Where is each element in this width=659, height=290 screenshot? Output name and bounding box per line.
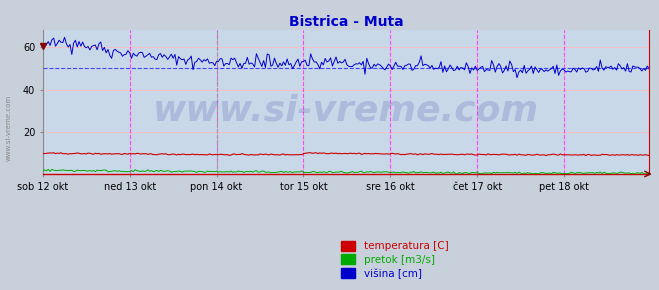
- Text: www.si-vreme.com: www.si-vreme.com: [153, 94, 539, 128]
- Text: www.si-vreme.com: www.si-vreme.com: [5, 95, 12, 161]
- Title: Bistrica - Muta: Bistrica - Muta: [289, 15, 403, 29]
- Legend: temperatura [C], pretok [m3/s], višina [cm]: temperatura [C], pretok [m3/s], višina […: [337, 237, 453, 283]
